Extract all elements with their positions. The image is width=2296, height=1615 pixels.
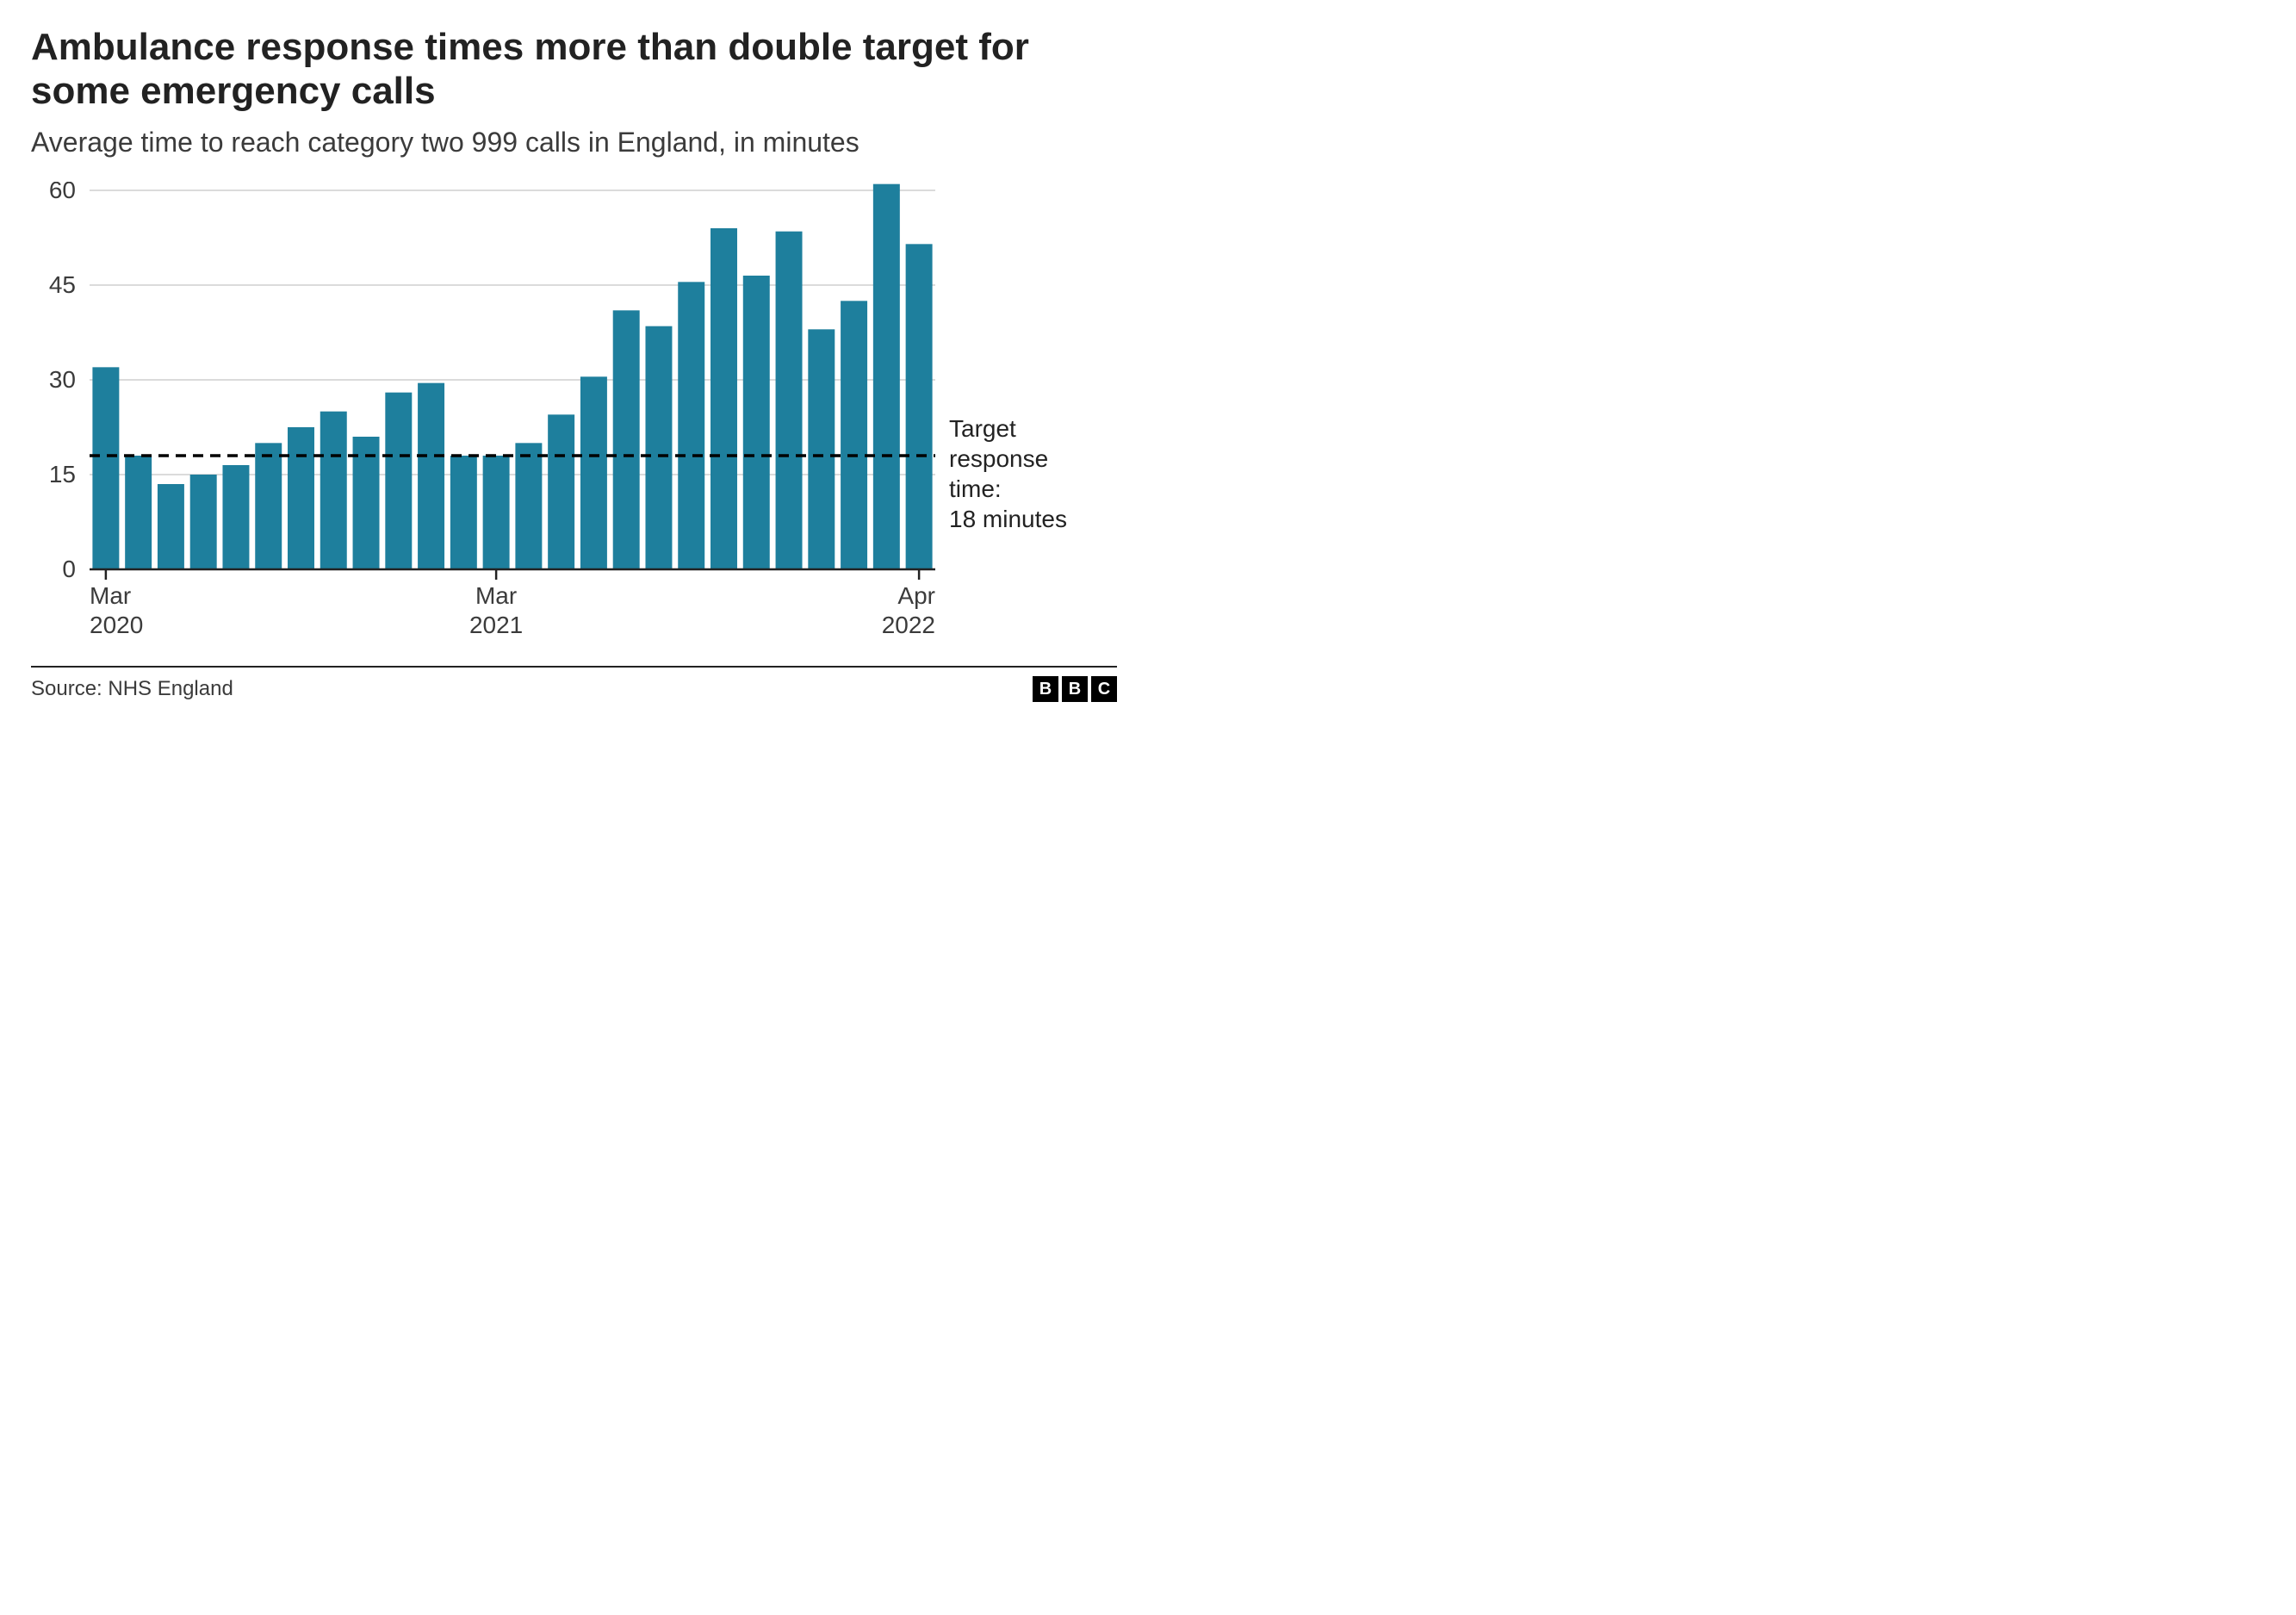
svg-text:30: 30: [49, 366, 76, 393]
bbc-logo: BBC: [1033, 676, 1117, 702]
svg-text:15: 15: [49, 461, 76, 488]
target-annotation: Targetresponsetime:18 minutes: [944, 413, 1099, 534]
logo-block: C: [1091, 676, 1117, 702]
svg-text:2021: 2021: [469, 612, 523, 638]
svg-text:2020: 2020: [90, 612, 143, 638]
svg-text:Mar: Mar: [90, 582, 131, 609]
chart-subtitle: Average time to reach category two 999 c…: [31, 125, 1117, 159]
svg-text:Apr: Apr: [897, 582, 935, 609]
logo-block: B: [1033, 676, 1058, 702]
svg-text:Mar: Mar: [475, 582, 517, 609]
svg-text:60: 60: [49, 182, 76, 203]
svg-text:0: 0: [62, 556, 76, 582]
logo-block: B: [1062, 676, 1088, 702]
bar-chart: 0 15 30 45 60 Mar 2020 Mar 2021 Apr 2022: [31, 182, 944, 647]
source-text: Source: NHS England: [31, 677, 233, 701]
chart-title: Ambulance response times more than doubl…: [31, 26, 1117, 113]
svg-text:2022: 2022: [882, 612, 935, 638]
chart-footer: Source: NHS England BBC: [31, 668, 1117, 702]
chart-container: 0 15 30 45 60 Mar 2020 Mar 2021 Apr 2022 Targetres…: [31, 182, 1117, 647]
svg-text:45: 45: [49, 271, 76, 298]
